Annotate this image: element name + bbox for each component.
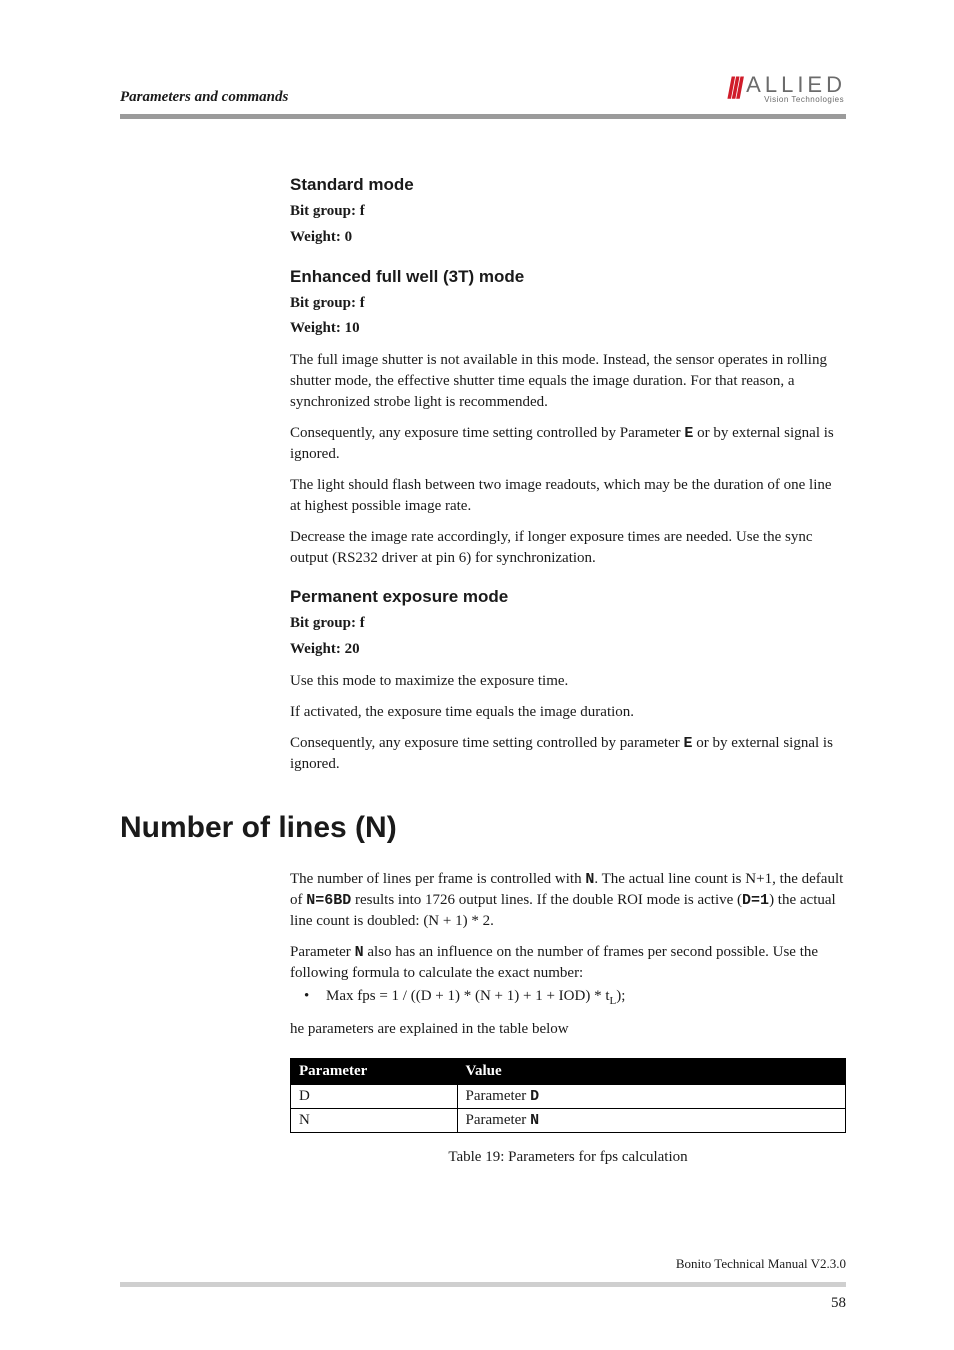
permanent-mode-heading: Permanent exposure mode	[290, 587, 846, 607]
enhanced-p2: Consequently, any exposure time setting …	[290, 423, 846, 465]
table-row: N Parameter N	[291, 1108, 846, 1132]
table-row: D Parameter D	[291, 1084, 846, 1108]
table-col-parameter: Parameter	[291, 1058, 458, 1084]
logo-text-wrap: ALLIED Vision Technologies	[746, 74, 846, 104]
permanent-p3-mono: E	[684, 735, 693, 752]
breadcrumb: Parameters and commands	[120, 89, 288, 106]
logo-subtext: Vision Technologies	[764, 96, 846, 104]
page-number: 58	[120, 1295, 846, 1312]
enhanced-mode-heading: Enhanced full well (3T) mode	[290, 267, 846, 287]
cell-text: Parameter	[466, 1088, 531, 1104]
lines-p2-mono: N	[355, 944, 364, 961]
standard-mode-weight: Weight: 0	[290, 227, 846, 249]
table-cell-value: Parameter N	[457, 1108, 846, 1132]
logo-text: ALLIED	[746, 74, 846, 96]
standard-mode-bitgroup: Bit group: f	[290, 201, 846, 223]
standard-mode-heading: Standard mode	[290, 175, 846, 195]
permanent-p3: Consequently, any exposure time setting …	[290, 733, 846, 775]
page-footer: Bonito Technical Manual V2.3.0 58	[120, 1256, 846, 1312]
bullet-b: );	[616, 988, 625, 1004]
lines-heading: Number of lines (N)	[120, 811, 846, 845]
footer-manual-name: Bonito Technical Manual V2.3.0	[120, 1256, 846, 1272]
lines-p3: he parameters are explained in the table…	[290, 1019, 846, 1040]
bullet-icon: •	[304, 986, 326, 1009]
permanent-p1: Use this mode to maximize the exposure t…	[290, 671, 846, 692]
cell-mono: N	[530, 1112, 539, 1129]
lines-p1-a: The number of lines per frame is control…	[290, 871, 585, 887]
main-content: Standard mode Bit group: f Weight: 0 Enh…	[290, 175, 846, 775]
lines-content: The number of lines per frame is control…	[290, 869, 846, 1166]
enhanced-p2-mono: E	[684, 425, 693, 442]
param-table: Parameter Value D Parameter D N Paramete…	[290, 1058, 846, 1133]
enhanced-mode-bitgroup: Bit group: f	[290, 293, 846, 315]
page-container: Parameters and commands /// ALLIED Visio…	[0, 0, 954, 1186]
enhanced-p2-a: Consequently, any exposure time setting …	[290, 425, 684, 441]
lines-bullet: • Max fps = 1 / ((D + 1) * (N + 1) + 1 +…	[304, 986, 846, 1009]
lines-p2-a: Parameter	[290, 944, 355, 960]
table-cell-param: D	[291, 1084, 458, 1108]
enhanced-p3: The light should flash between two image…	[290, 475, 846, 517]
cell-text: Parameter	[466, 1112, 531, 1128]
page-header: Parameters and commands /// ALLIED Visio…	[120, 72, 846, 106]
permanent-mode-weight: Weight: 20	[290, 639, 846, 661]
lines-p1: The number of lines per frame is control…	[290, 869, 846, 932]
enhanced-p4: Decrease the image rate accordingly, if …	[290, 527, 846, 569]
table-cell-param: N	[291, 1108, 458, 1132]
permanent-p3-a: Consequently, any exposure time setting …	[290, 735, 684, 751]
permanent-p2: If activated, the exposure time equals t…	[290, 702, 846, 723]
header-rule	[120, 114, 846, 119]
lines-p1-m2: N=6BD	[306, 892, 351, 909]
footer-rule	[120, 1282, 846, 1287]
brand-logo: /// ALLIED Vision Technologies	[727, 72, 846, 106]
enhanced-p1: The full image shutter is not available …	[290, 350, 846, 413]
lines-p1-m3: D=1	[742, 892, 769, 909]
enhanced-mode-weight: Weight: 10	[290, 318, 846, 340]
cell-mono: D	[530, 1088, 539, 1105]
table-cell-value: Parameter D	[457, 1084, 846, 1108]
lines-p2-b: also has an influence on the number of f…	[290, 944, 818, 981]
logo-slashes-icon: ///	[727, 72, 740, 106]
bullet-a: Max fps = 1 / ((D + 1) * (N + 1) + 1 + I…	[326, 988, 610, 1004]
bullet-text: Max fps = 1 / ((D + 1) * (N + 1) + 1 + I…	[326, 986, 625, 1009]
table-header-row: Parameter Value	[291, 1058, 846, 1084]
lines-p1-m1: N	[585, 871, 594, 888]
table-caption: Table 19: Parameters for fps calculation	[290, 1149, 846, 1166]
lines-p1-c: results into 1726 output lines. If the d…	[351, 892, 742, 908]
table-col-value: Value	[457, 1058, 846, 1084]
lines-p2: Parameter N also has an influence on the…	[290, 942, 846, 984]
permanent-mode-bitgroup: Bit group: f	[290, 613, 846, 635]
